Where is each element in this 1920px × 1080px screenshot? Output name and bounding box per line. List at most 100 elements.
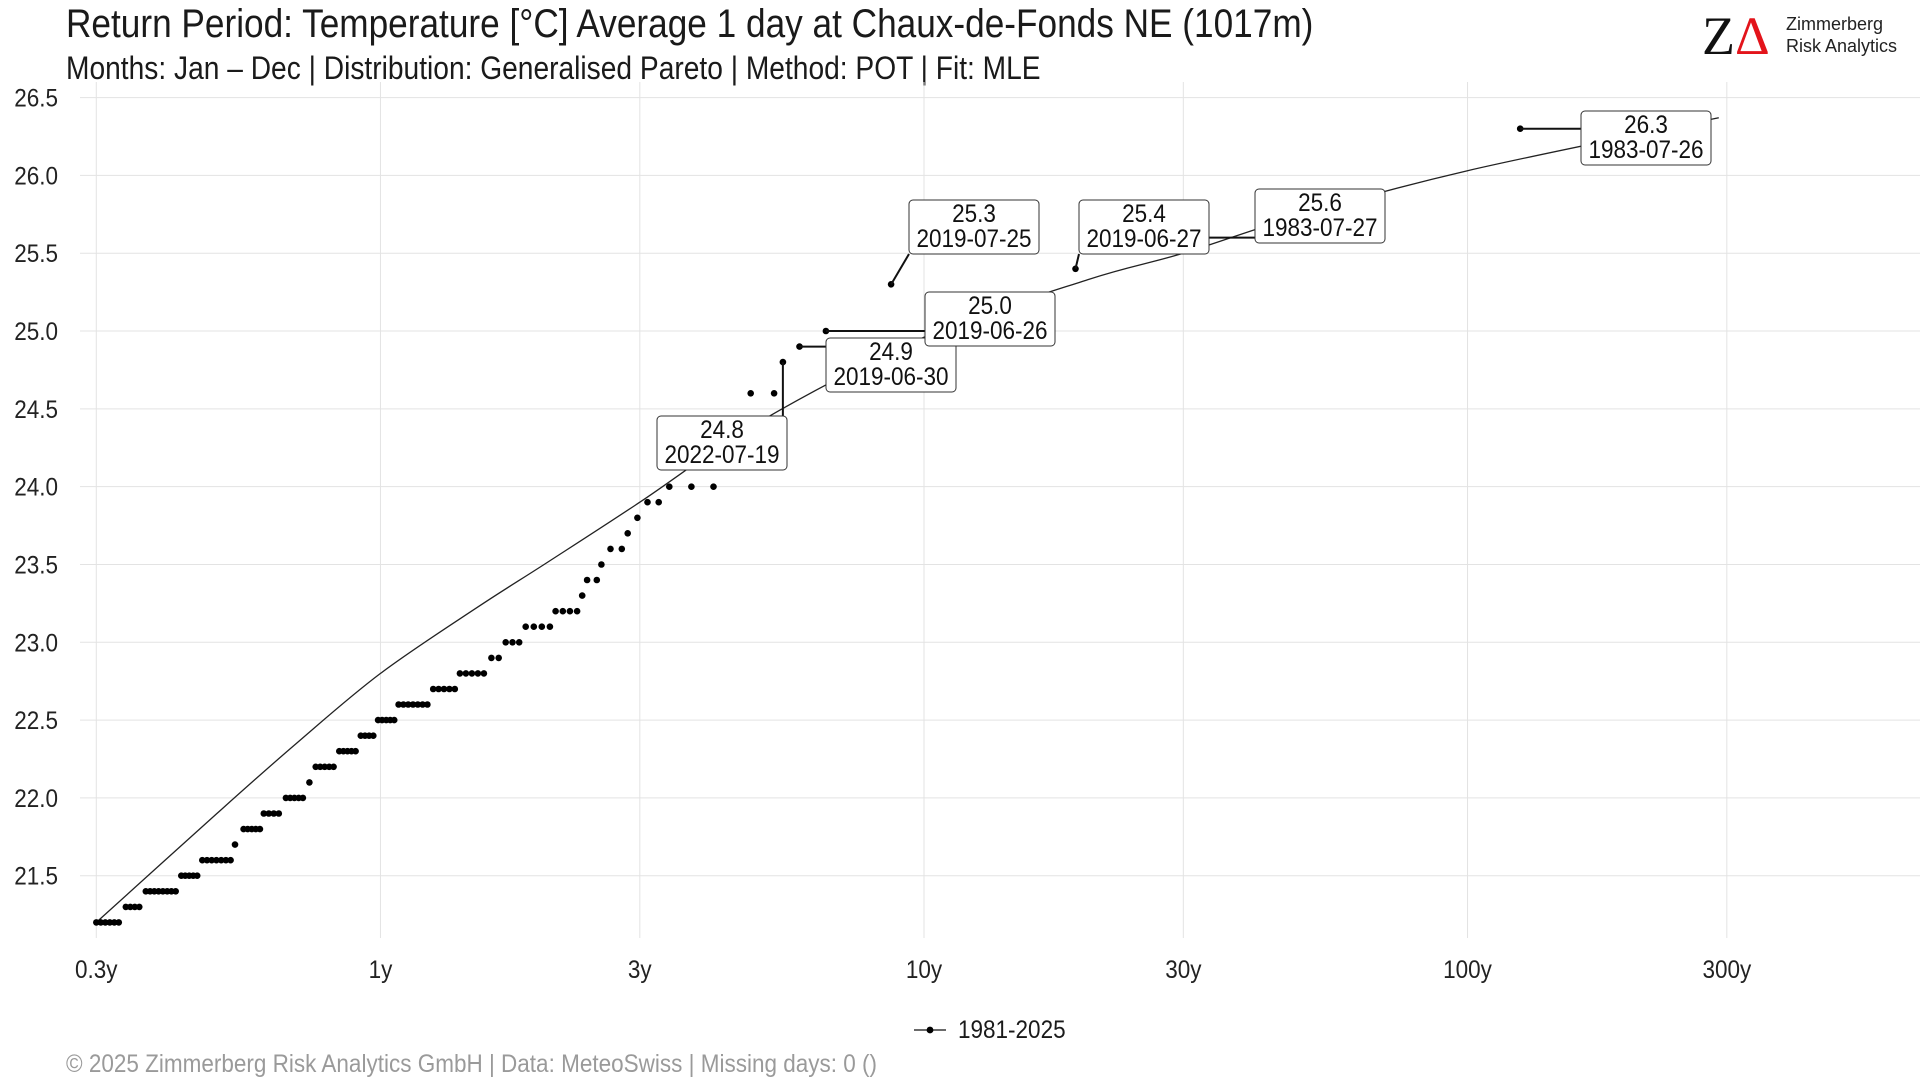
data-point [462,670,470,677]
data-point [136,903,143,911]
data-point [275,810,283,817]
y-tick-label: 25.0 [14,318,58,346]
data-point [583,576,591,584]
data-point [552,607,559,615]
data-point [115,919,123,926]
data-point [227,856,234,864]
annotation-box [1580,110,1712,166]
data-point [203,856,211,864]
data-point [522,623,529,630]
legend-key-icon [914,1026,946,1034]
annotation-value: 24.8 [700,416,744,444]
data-point [593,576,601,584]
annotation-date: 2022-07-19 [664,441,779,469]
legend-label: 1981-2025 [958,1016,1066,1044]
data-point [451,685,459,693]
x-tick-label: 300y [1702,956,1751,984]
data-point [530,623,538,630]
data-point [193,872,201,879]
data-point [515,639,523,646]
data-point [419,701,426,708]
annotation-value: 26.3 [1624,111,1668,139]
annotation-box [825,337,957,393]
annotation-leader [1074,253,1080,269]
data-point [747,390,754,397]
annotation-value: 24.9 [869,338,913,366]
data-point [509,639,516,646]
annotation-value: 25.4 [1122,200,1166,228]
data-point [666,483,673,491]
data-point [607,545,614,553]
data-point [409,701,417,708]
logo-delta-icon: Δ [1735,6,1770,66]
data-point [299,794,307,802]
company-logo: ZΔ Zimmerberg Risk Analytics [1702,9,1902,63]
data-point [578,592,586,599]
data-point [217,856,225,864]
data-point [495,654,503,662]
annotation-date: 1983-07-26 [1588,136,1703,164]
data-point [256,825,264,833]
data-point [644,498,651,506]
data-point [559,607,567,615]
annotation-value: 25.3 [952,200,996,228]
data-point [390,716,398,724]
annotation-value: 25.6 [1298,189,1342,217]
annotation-date: 1983-07-27 [1262,214,1377,242]
x-tick-label: 3y [628,956,652,984]
annotation-date: 2019-07-25 [916,225,1031,253]
y-tick-label: 26.0 [14,162,58,190]
x-tick-label: 0.3y [75,956,118,984]
data-point [270,810,278,817]
data-point [306,779,313,786]
data-point [446,685,453,693]
x-tick-label: 10y [906,956,942,984]
data-point [624,530,631,537]
data-point [429,685,437,693]
annotation-box [908,199,1040,255]
fit-curve-layer [95,117,1719,923]
annotation-box [924,291,1056,347]
data-point [688,483,695,491]
data-point [370,732,377,739]
annotation-value: 25.0 [968,292,1012,320]
y-tick-label: 22.5 [14,707,58,735]
data-points-layer [93,125,1524,926]
data-point [435,685,442,693]
data-point [634,514,641,522]
data-point [468,670,476,677]
data-point [424,701,431,708]
data-point [710,483,717,491]
data-point [618,545,626,553]
data-point [456,670,464,677]
logo-text-line2: Risk Analytics [1786,36,1898,56]
y-tick-label: 24.0 [14,474,58,502]
logo-text-line1: Zimmerberg [1786,14,1884,34]
data-point [414,701,422,708]
y-tick-label: 23.5 [14,551,58,579]
data-point [352,747,359,755]
data-point [822,327,830,335]
logo-mark-icon: ZΔ [1702,9,1770,63]
x-tick-label: 30y [1165,956,1201,984]
data-point [538,623,546,630]
axis-labels: 21.5 22.0 22.5 23.0 23.5 24.0 24.5 25.0 25.5 26.0… [14,84,1751,984]
data-point [474,670,482,677]
data-point [488,654,495,662]
annotation-box [656,415,788,471]
data-point [213,856,220,864]
data-point [598,561,605,568]
data-point [573,607,581,615]
data-point [404,701,412,708]
y-tick-label: 24.5 [14,396,58,424]
annotation-date: 2019-06-30 [833,363,948,391]
x-tick-label: 1y [369,956,393,984]
annotation-layer: 24.82022-07-1924.92019-06-3025.02019-06-… [656,110,1712,471]
annotation-box [1254,188,1386,244]
data-point [400,701,407,708]
